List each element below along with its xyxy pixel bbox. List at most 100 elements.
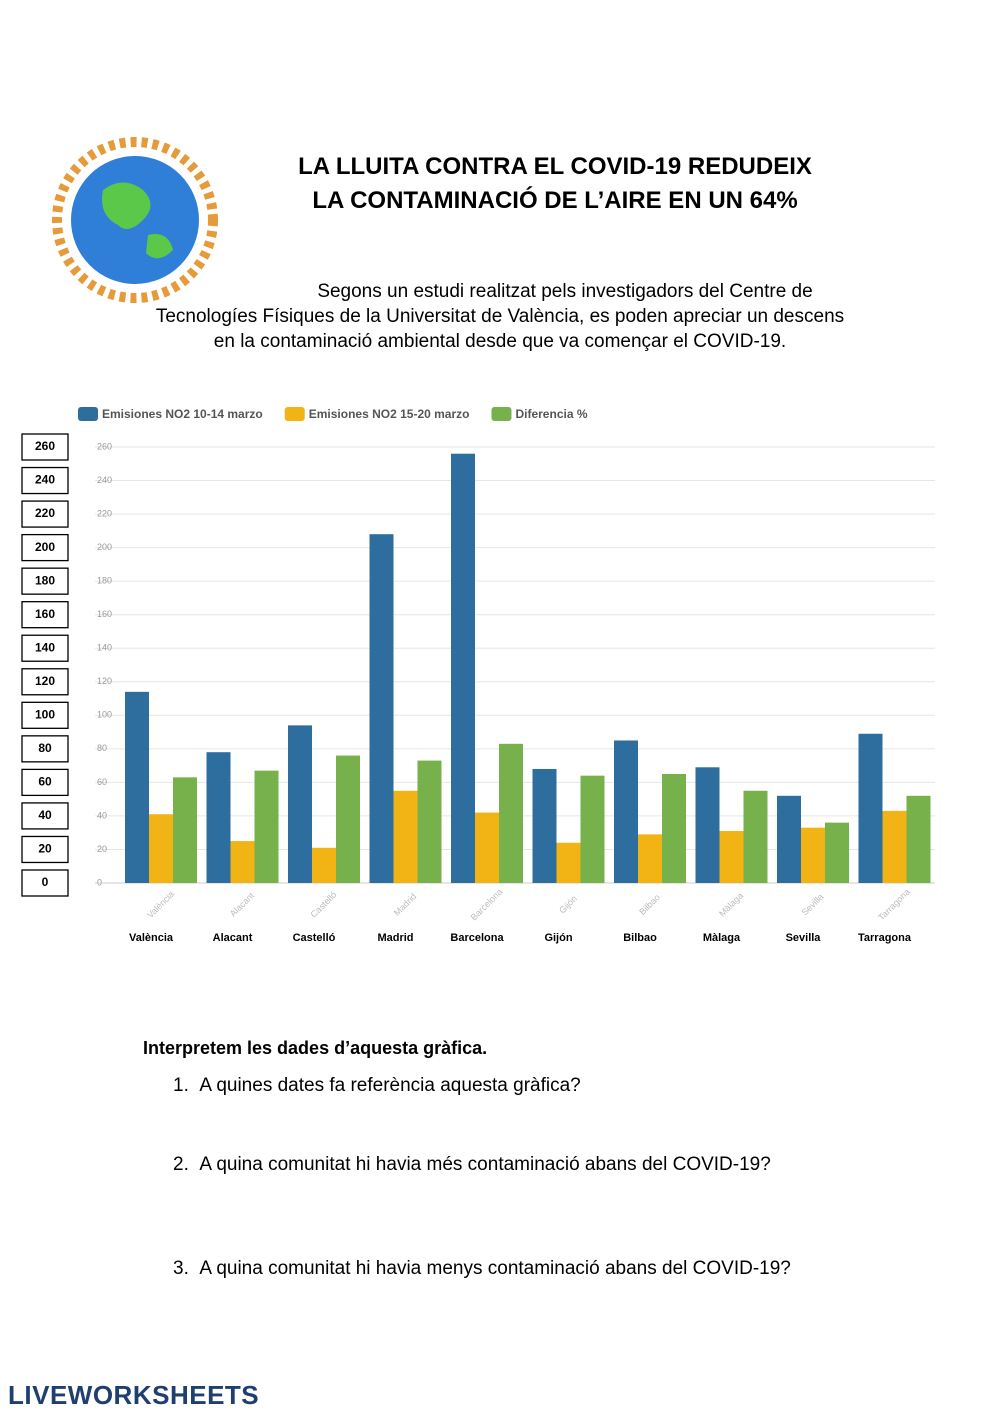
intro: Segons un estudi realitzat pels investig… [155,281,845,352]
x-tick-label-rotated: Barcelona [469,887,505,923]
answer-box [21,601,69,629]
bar [638,834,662,883]
question-text: A quina comunitat hi havia menys contami… [199,1258,791,1279]
y-tick-label: 160 [97,609,112,619]
y-tick-label: 260 [97,441,112,451]
y-tick-label: 220 [97,508,112,518]
bar [801,827,825,883]
bar [719,831,744,883]
bar [695,767,720,883]
x-tick-label-rotated: Madrid [392,891,419,918]
answer-box [21,567,69,595]
x-tick-label: Gijón [544,932,572,944]
bar [417,760,442,883]
answer-box-label: 20 [38,842,52,856]
bar [254,770,279,883]
answer-box [21,433,69,461]
bar [662,774,686,883]
y-tick-label: 120 [97,676,112,686]
question-number: 2. [173,1154,189,1175]
y-tick-label: 80 [97,743,107,753]
x-tick-label-rotated: Màlaga [717,891,745,919]
bar [369,534,394,883]
bar [825,822,849,883]
answer-box [21,802,69,830]
x-tick-label-rotated: Sevilla [800,892,826,918]
globe-illustration [52,137,218,303]
x-tick-label: Madrid [377,932,413,944]
y-tick-label: 200 [97,542,112,552]
legend-swatch [78,407,98,421]
x-tick-label: Tarragona [858,932,912,944]
bar [858,733,883,883]
answer-box-label: 140 [35,640,55,654]
x-tick-label: Màlaga [703,932,741,944]
answer-box [21,533,69,562]
y-tick-label: 20 [97,844,107,854]
answer-box [21,735,69,763]
chart: Emisiones NO2 10-14 marzo Emisiones NO2 1… [21,407,935,944]
answer-box-label: 220 [35,506,55,520]
bar [206,752,231,883]
bar [580,775,605,883]
legend-label: Diferencia % [515,407,587,421]
y-tick-label: 40 [97,810,107,820]
answer-box-label: 120 [35,674,55,688]
title-line: LA LLUITA CONTRA EL COVID-19 REDUDEIX [298,153,812,180]
bar [556,842,581,883]
question-number: 1. [173,1075,189,1096]
legend-label: Emisiones NO2 10-14 marzo [102,407,263,421]
bar [499,743,523,883]
footer-brand: LIVEWORKSHEETS [8,1380,260,1410]
bar [475,812,499,883]
bar [173,777,197,883]
question-text: A quines dates fa referència aquesta grà… [199,1075,581,1096]
answer-box-label: 240 [35,473,55,487]
bar [906,795,931,883]
answer-box [21,634,69,662]
x-tick-label-rotated: Castelló [309,890,339,920]
y-tick-label: 140 [97,643,112,653]
y-tick-label: 240 [97,475,112,485]
answer-box [21,500,69,528]
x-tick-label: Castelló [293,932,336,944]
answer-box [21,835,69,864]
y-tick-label: 100 [97,710,112,720]
x-tick-label-rotated: Tarragona [876,887,912,923]
questions-heading: Interpretem les dades d’aquesta gràfica. [143,1038,488,1058]
title-line: LA CONTAMINACIÓ DE L’AIRE EN UN 64% [312,187,798,214]
question: 2. A quina comunitat hi havia més contam… [173,1154,771,1176]
answer-box-label: 100 [35,707,55,721]
legend-label: Emisiones NO2 15-20 marzo [309,407,470,421]
bar [125,691,149,883]
y-tick-label: 60 [97,777,107,787]
answer-box [21,466,69,495]
bar [149,814,173,883]
bar [614,740,638,883]
answer-box [21,668,69,696]
bar [777,795,801,883]
x-tick-label: València [129,932,174,944]
bar [230,841,255,883]
bar [743,790,768,883]
answer-box-label: 260 [35,439,55,453]
bar [451,453,475,883]
x-tick-label: Barcelona [450,932,504,944]
legend-swatch [491,407,512,421]
bar [882,810,907,883]
question-text: A quina comunitat hi havia més contamina… [199,1154,771,1175]
x-tick-label-rotated: Alacant [228,890,257,919]
x-tick-label: Sevilla [786,932,822,944]
bar [312,847,336,883]
x-tick-label-rotated: Bilbao [637,892,662,917]
question: 1. A quines dates fa referència aquesta … [173,1075,581,1097]
x-tick-label-rotated: València [145,889,176,920]
y-tick-label: 180 [97,576,112,586]
answer-box [21,768,69,797]
bar [532,768,557,883]
x-tick-label-rotated: Gijón [557,894,579,916]
answer-box-label: 40 [38,808,52,822]
answer-box-label: 60 [38,775,52,789]
legend-swatch [284,407,305,421]
